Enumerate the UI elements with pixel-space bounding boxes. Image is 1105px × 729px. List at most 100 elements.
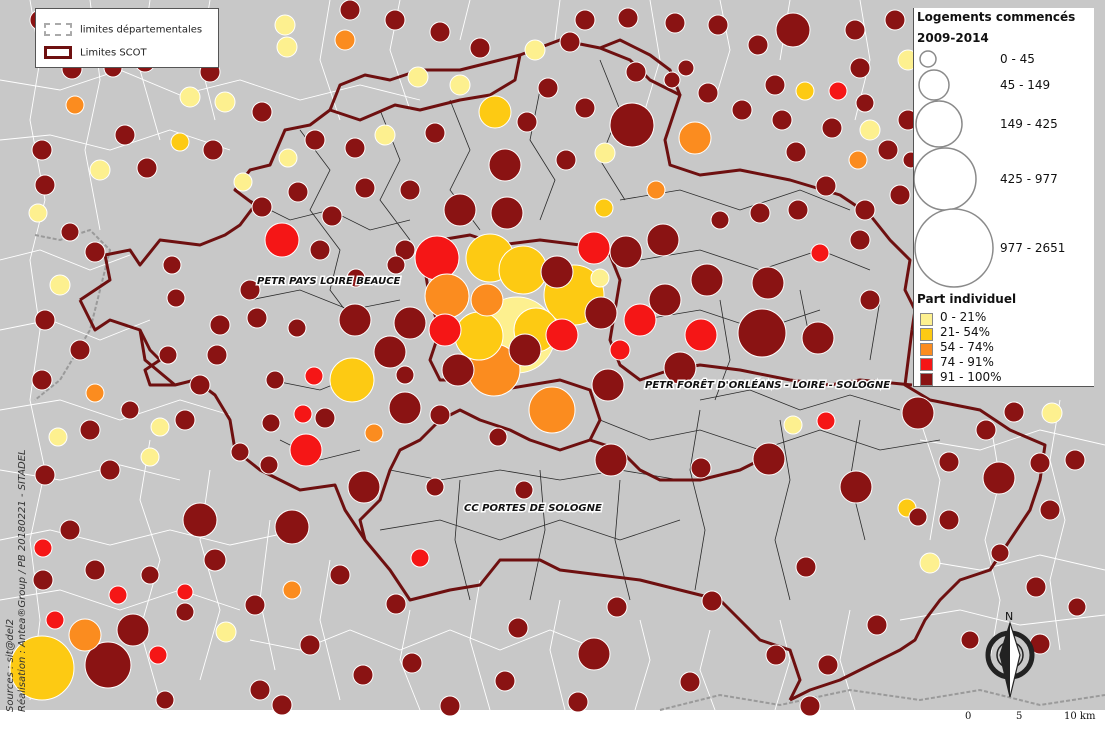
commune-circle — [1041, 402, 1063, 424]
commune-circle — [175, 602, 195, 622]
commune-circle — [439, 695, 461, 717]
legend-size-circle-2 — [918, 69, 950, 101]
commune-circle — [646, 180, 666, 200]
commune-circle — [574, 9, 596, 31]
commune-circle — [347, 470, 381, 504]
commune-circle — [274, 14, 296, 36]
commune-circle — [679, 671, 701, 693]
commune-circle — [982, 461, 1016, 495]
commune-circle — [233, 172, 253, 192]
legend-size-title-1: Logements commencés — [917, 10, 1076, 24]
legend-boundaries: limites départementales Limites SCOT — [35, 8, 219, 68]
legend-swatch-scot — [44, 46, 72, 59]
commune-circle — [855, 93, 875, 113]
commune-circle — [166, 288, 186, 308]
commune-circle — [384, 9, 406, 31]
commune-circle — [321, 205, 343, 227]
commune-circle — [108, 585, 128, 605]
legend-size-circle-1 — [919, 50, 937, 68]
commune-circle — [783, 415, 803, 435]
legend-size-label-5: 977 - 2651 — [1000, 241, 1066, 255]
commune-circle — [155, 690, 175, 710]
commune-circle — [373, 335, 407, 369]
commune-circle — [31, 369, 53, 391]
commune-circle — [839, 470, 873, 504]
commune-circle — [663, 71, 681, 89]
commune-circle — [617, 7, 639, 29]
commune-circle — [731, 99, 753, 121]
commune-circle — [859, 119, 881, 141]
commune-circle — [424, 273, 470, 319]
commune-circle — [203, 548, 227, 572]
commune-circle — [749, 202, 771, 224]
commune-circle — [299, 634, 321, 656]
commune-circle — [1003, 401, 1025, 423]
legend-color-label-1: 0 - 21% — [940, 310, 987, 324]
commune-circle — [1025, 576, 1047, 598]
commune-circle — [938, 451, 960, 473]
commune-circle — [209, 314, 231, 336]
legend-color-swatch-2 — [920, 328, 933, 341]
commune-circle — [120, 400, 140, 420]
commune-circle — [116, 613, 150, 647]
commune-circle — [99, 459, 121, 481]
commune-circle — [1064, 449, 1086, 471]
legend-color-label-4: 74 - 91% — [940, 355, 994, 369]
commune-circle — [889, 184, 911, 206]
commune-circle — [765, 644, 787, 666]
commune-circle — [251, 196, 273, 218]
commune-circle — [594, 443, 628, 477]
commune-circle — [89, 159, 111, 181]
commune-circle — [795, 556, 817, 578]
commune-circle — [877, 139, 899, 161]
commune-circle — [287, 318, 307, 338]
commune-circle — [282, 580, 302, 600]
credits-line-1: Sources : sit@del2 — [5, 618, 16, 712]
legend-label-scot: Limites SCOT — [80, 47, 147, 59]
legend-color-swatch-4 — [920, 358, 933, 371]
commune-circle — [609, 102, 655, 148]
commune-circle — [775, 12, 811, 48]
commune-circle — [150, 417, 170, 437]
commune-circle — [60, 222, 80, 242]
commune-circle — [182, 502, 218, 538]
commune-circle — [85, 383, 105, 403]
commune-circle — [678, 121, 712, 155]
commune-circle — [815, 175, 837, 197]
commune-circle — [590, 268, 610, 288]
commune-circle — [407, 66, 429, 88]
commune-circle — [425, 477, 445, 497]
commune-circle — [555, 149, 577, 171]
commune-circle — [352, 664, 374, 686]
commune-circle — [33, 538, 53, 558]
commune-circle — [454, 311, 504, 361]
legend-color-swatch-3 — [920, 343, 933, 356]
commune-circle — [884, 9, 906, 31]
commune-circle — [304, 129, 326, 151]
commune-circle — [386, 255, 406, 275]
commune-circle — [364, 423, 384, 443]
legend-swatch-departmental — [44, 23, 72, 36]
commune-circle — [516, 111, 538, 133]
commune-circle — [524, 39, 546, 61]
commune-circle — [429, 404, 451, 426]
commune-circle — [938, 509, 960, 531]
commune-circle — [859, 289, 881, 311]
commune-circle — [478, 95, 512, 129]
legend-size-label-4: 425 - 977 — [1000, 172, 1058, 186]
commune-circle — [751, 266, 785, 300]
legend-color-label-5: 91 - 100% — [940, 370, 1002, 384]
commune-circle — [189, 374, 211, 396]
commune-circle — [470, 283, 504, 317]
commune-circle — [424, 122, 446, 144]
commune-circle — [901, 396, 935, 430]
commune-circle — [28, 203, 48, 223]
commune-circle — [399, 179, 421, 201]
commune-circle — [1067, 597, 1087, 617]
commune-circle — [206, 344, 228, 366]
commune-circle — [84, 641, 132, 689]
commune-circle — [591, 368, 625, 402]
commune-circle — [606, 596, 628, 618]
commune-circle — [393, 306, 427, 340]
commune-circle — [34, 309, 56, 331]
